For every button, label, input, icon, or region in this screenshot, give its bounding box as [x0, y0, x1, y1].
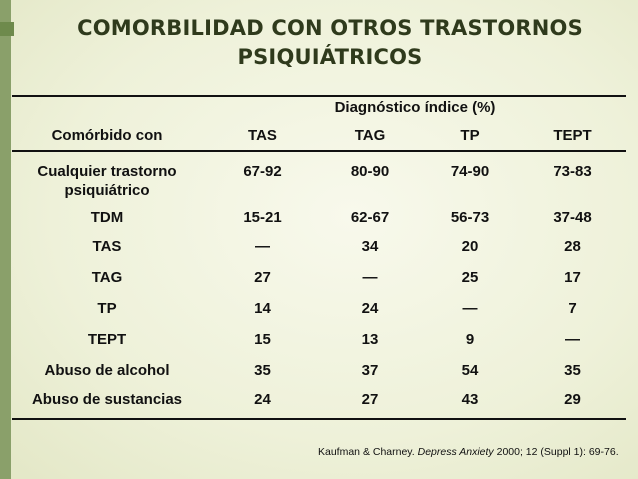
cell-value: 37-48	[553, 209, 592, 226]
cell-value: 29	[564, 391, 581, 408]
cell-value: 62-67	[350, 209, 390, 226]
cell-value: —	[362, 269, 378, 286]
header-tept: TEPT	[553, 127, 592, 144]
citation-details: 2000; 12 (Suppl 1): 69-76.	[496, 446, 619, 458]
header-tp: TP	[460, 127, 480, 144]
title-line-1: COMORBILIDAD CON OTROS TRASTORNOS	[77, 16, 583, 40]
row-label: TEPT	[87, 331, 127, 348]
cell-value: 43	[461, 391, 479, 408]
citation-authors: Kaufman & Charney.	[318, 446, 415, 458]
cell-value: 27	[361, 391, 379, 408]
cell-value: 35	[254, 362, 271, 379]
cell-value: 37	[361, 362, 379, 379]
cell-value: 14	[254, 300, 271, 317]
header-comorbid: Comórbido con	[51, 127, 163, 144]
cell-value: —	[255, 238, 270, 255]
cell-value: 67-92	[243, 163, 282, 180]
header-tas: TAS	[248, 127, 277, 144]
header-tag: TAG	[354, 127, 386, 144]
cell-value: 24	[254, 391, 271, 408]
left-accent-bar	[0, 0, 14, 479]
title-line-2: PSIQUIÁTRICOS	[237, 45, 423, 69]
cell-value: 34	[361, 238, 379, 255]
citation-journal: Depress Anxiety	[417, 446, 494, 458]
cell-value: 7	[568, 300, 577, 317]
cell-value: 74-90	[450, 163, 490, 180]
row-label: Abuso de alcohol	[44, 362, 170, 379]
row-label: Abuso de sustancias	[31, 391, 183, 408]
cell-value: 15-21	[243, 209, 282, 226]
cell-value: 73-83	[553, 163, 592, 180]
cell-value: 27	[254, 269, 271, 286]
cell-value: 20	[461, 238, 479, 255]
cell-value: —	[565, 331, 580, 348]
cell-value: 15	[254, 331, 271, 348]
cell-value: 54	[461, 362, 479, 379]
row-label: TP	[97, 300, 117, 317]
row-label: TDM	[90, 209, 124, 226]
cell-value: 28	[564, 238, 581, 255]
table-header-rule	[12, 150, 626, 152]
cell-value: 24	[361, 300, 379, 317]
cell-value: 56-73	[450, 209, 490, 226]
cell-value: 13	[361, 331, 379, 348]
slide-title: COMORBILIDAD CON OTROS TRASTORNOS PSIQUI…	[40, 14, 620, 72]
row-label-cont: psiquiátrico	[64, 182, 150, 199]
cell-value: 17	[564, 269, 581, 286]
accent-square	[0, 22, 14, 36]
row-label: TAG	[91, 269, 123, 286]
group-header: Diagnóstico índice (%)	[334, 99, 496, 116]
cell-value: 80-90	[350, 163, 390, 180]
row-label: Cualquier trastorno	[37, 163, 177, 180]
cell-value: 35	[564, 362, 581, 379]
table-bottom-rule	[12, 418, 626, 420]
cell-value: 25	[461, 269, 479, 286]
table-top-rule	[12, 95, 626, 97]
cell-value: 9	[465, 331, 475, 348]
cell-value: —	[462, 300, 478, 317]
citation: Kaufman & Charney. Depress Anxiety 2000;…	[318, 446, 628, 458]
row-label: TAS	[92, 238, 122, 255]
